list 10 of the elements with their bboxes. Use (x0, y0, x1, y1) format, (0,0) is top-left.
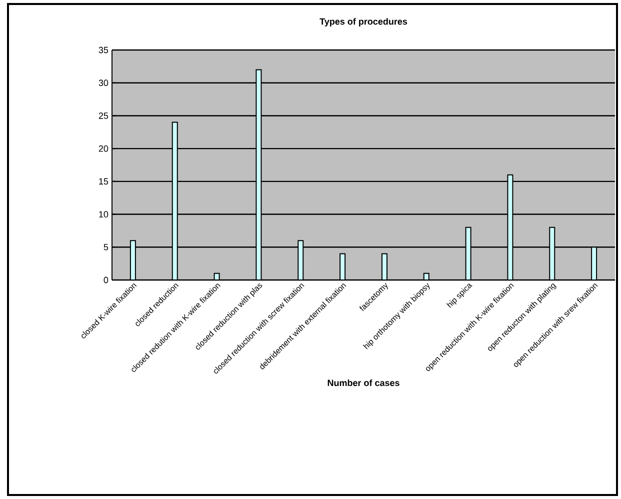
y-tick-label: 35 (98, 46, 108, 54)
y-tick-label: 15 (99, 178, 108, 185)
y-tick-label: 20 (98, 145, 108, 152)
y-tick-label: 30 (98, 80, 108, 86)
y-tick-label: 0 (104, 276, 108, 284)
chart-title: Types of procedures (320, 18, 408, 26)
x-axis-title: Number of cases (328, 379, 400, 386)
y-tick-label: 10 (99, 211, 108, 218)
y-tick-label: 5 (104, 244, 108, 250)
y-tick-label: 25 (98, 112, 108, 119)
